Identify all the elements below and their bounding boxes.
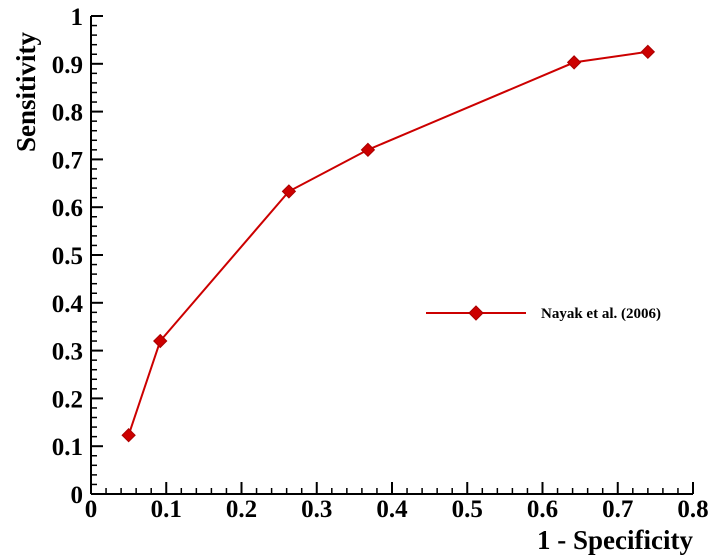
y-tick-label: 0.2	[52, 386, 83, 413]
data-point	[566, 55, 582, 70]
y-axis-title: Sensitivity	[11, 31, 41, 152]
legend-marker	[468, 305, 484, 321]
x-tick-label: 0.6	[527, 496, 558, 523]
y-tick-label: 0.8	[52, 100, 83, 127]
x-tick-label: 0.5	[452, 496, 483, 523]
y-tick-label: 0.3	[52, 339, 83, 366]
data-point	[153, 333, 168, 349]
data-point	[281, 184, 297, 199]
data-point	[360, 142, 376, 158]
data-point	[121, 427, 136, 443]
y-tick-label: 0.4	[52, 291, 84, 318]
y-axis-ticks: 0 0.1 0.2 0.3 0.4 0.5 0.6 0.7 0.8 0.9 1	[52, 4, 103, 509]
x-tick-label: 0.3	[301, 496, 332, 523]
x-tick-label: 0.8	[677, 496, 708, 523]
data-point	[640, 44, 656, 60]
series-group	[121, 44, 656, 443]
y-tick-label: 0.9	[52, 52, 83, 79]
y-tick-label: 0.7	[52, 147, 83, 174]
x-tick-label: 0.4	[376, 496, 408, 523]
y-tick-label: 0	[71, 482, 84, 509]
legend: Nayak et al. (2006)	[426, 305, 661, 322]
legend-label: Nayak et al. (2006)	[541, 306, 661, 322]
series-line	[127, 50, 648, 436]
y-tick-label: 0.6	[52, 195, 83, 222]
x-tick-label: 0.1	[151, 496, 182, 523]
x-tick-label: 0.2	[226, 496, 257, 523]
x-axis-ticks: 0 0.1 0.2 0.3 0.4 0.5 0.6 0.7 0.8	[85, 482, 709, 523]
x-axis-title: 1 - Specificity	[537, 525, 693, 555]
x-tick-label: 0.7	[602, 496, 633, 523]
y-tick-label: 1	[71, 4, 84, 31]
y-tick-label: 0.5	[52, 243, 83, 270]
y-tick-label: 0.1	[52, 434, 83, 461]
x-tick-label: 0	[85, 496, 98, 523]
